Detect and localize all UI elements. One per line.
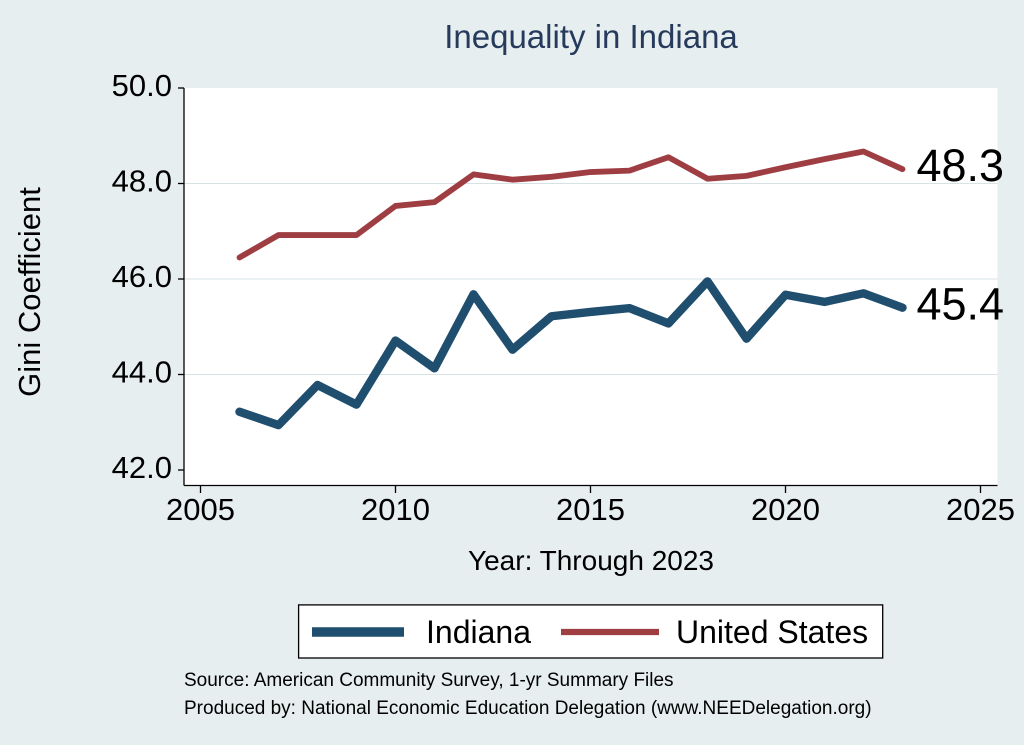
svg-text:2025: 2025 bbox=[946, 492, 1015, 527]
svg-text:50.0: 50.0 bbox=[112, 68, 172, 103]
svg-text:45.4: 45.4 bbox=[917, 279, 1005, 330]
svg-text:Gini Coefficient: Gini Coefficient bbox=[12, 187, 47, 397]
svg-text:2010: 2010 bbox=[361, 492, 430, 527]
svg-text:Year: Through 2023: Year: Through 2023 bbox=[468, 545, 714, 576]
svg-text:2020: 2020 bbox=[751, 492, 820, 527]
svg-text:2005: 2005 bbox=[166, 492, 235, 527]
svg-text:Produced by: National Economic: Produced by: National Economic Education… bbox=[184, 698, 872, 719]
svg-text:Source: American Community Sur: Source: American Community Survey, 1-yr … bbox=[184, 670, 674, 691]
svg-text:42.0: 42.0 bbox=[112, 450, 172, 485]
svg-text:2015: 2015 bbox=[556, 492, 625, 527]
svg-text:46.0: 46.0 bbox=[112, 259, 172, 294]
svg-text:United States: United States bbox=[676, 614, 868, 650]
svg-text:Inequality in Indiana: Inequality in Indiana bbox=[444, 18, 738, 55]
svg-text:48.0: 48.0 bbox=[112, 164, 172, 199]
svg-text:44.0: 44.0 bbox=[112, 355, 172, 390]
svg-text:Indiana: Indiana bbox=[426, 614, 531, 650]
svg-text:48.3: 48.3 bbox=[917, 140, 1005, 191]
